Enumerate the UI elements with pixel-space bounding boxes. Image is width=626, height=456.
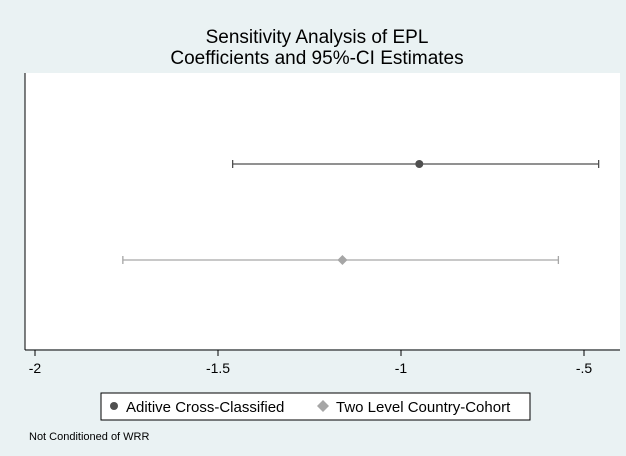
legend-marker-diamond [317, 400, 329, 412]
x-tick-label: -2 [29, 360, 42, 376]
estimate-point [415, 160, 424, 168]
chart-title-line-1: Sensitivity Analysis of EPL [206, 27, 429, 48]
x-tick-label: -1.5 [206, 360, 230, 376]
x-axis-ticks: -2 -1.5 -1 -.5 [29, 350, 593, 376]
legend-marker-circle [110, 402, 118, 410]
legend-label-series-1: Aditive Cross-Classified [126, 399, 284, 416]
x-tick-label: -.5 [576, 360, 593, 376]
series-layer [122, 160, 600, 265]
estimate-point [337, 255, 348, 265]
x-tick-label: -1 [395, 360, 408, 376]
chart-note: Not Conditioned of WRR [29, 431, 149, 443]
plot-area [25, 73, 620, 349]
legend-box [100, 392, 531, 421]
legend-label-series-2: Two Level Country-Cohort [336, 399, 511, 416]
chart-title-line-2: Coefficients and 95%-CI Estimates [170, 48, 463, 69]
